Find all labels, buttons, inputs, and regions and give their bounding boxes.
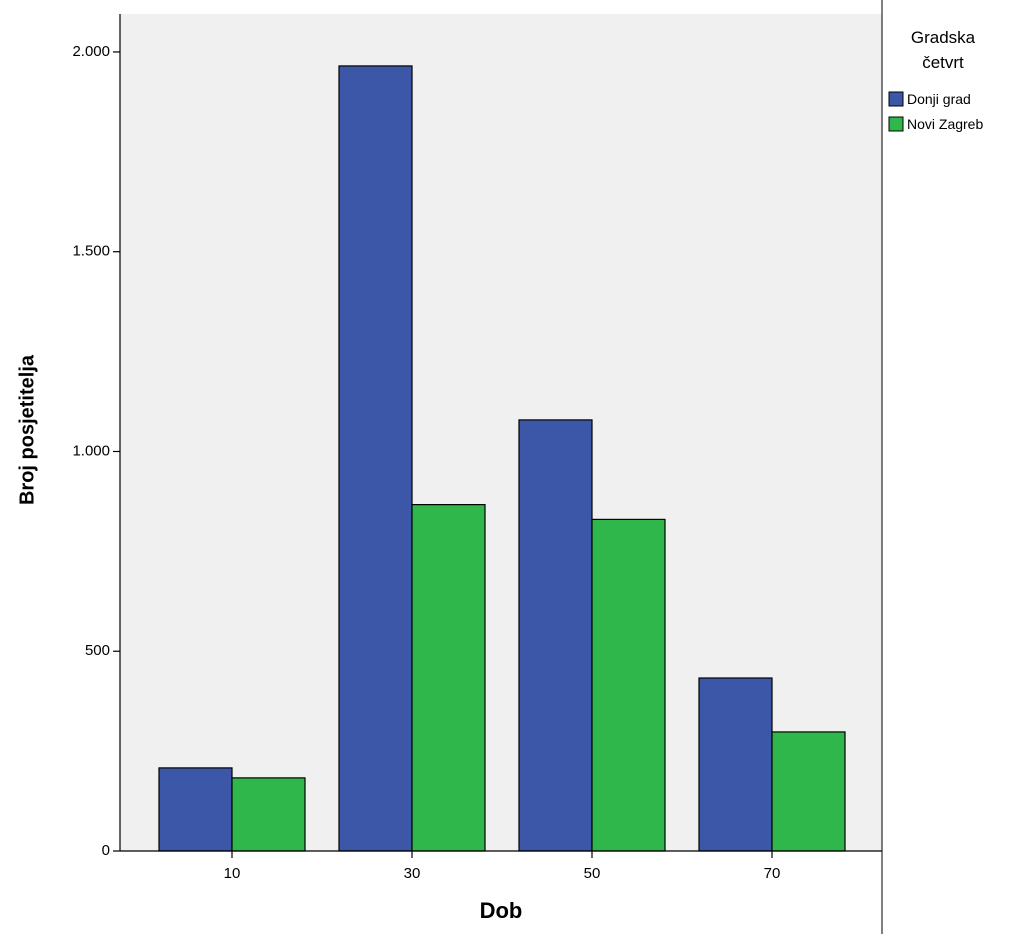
x-tick-label-50: 50 xyxy=(584,865,601,882)
y-tick-label-0: 0 xyxy=(102,842,110,859)
legend-swatch-novi-zagreb xyxy=(888,116,904,132)
bar-donji-grad-50 xyxy=(518,419,593,852)
bars-group xyxy=(158,65,846,852)
legend: Gradska četvrt Donji grad Novi Zagreb xyxy=(888,28,983,132)
bar-donji-grad-30 xyxy=(338,65,413,852)
legend-title-line-2: četvrt xyxy=(922,53,964,72)
legend-swatch-donji-grad xyxy=(888,91,904,107)
bar-donji-grad-10 xyxy=(158,767,233,852)
bar-novi-zagreb-50 xyxy=(591,518,666,852)
legend-title-line-1: Gradska xyxy=(911,28,976,47)
bar-novi-zagreb-70 xyxy=(771,731,846,852)
x-tick-label-10: 10 xyxy=(224,865,241,882)
x-tick-label-30: 30 xyxy=(404,865,421,882)
y-tick-label-500: 500 xyxy=(85,642,110,659)
x-axis-title: Dob xyxy=(480,898,523,923)
x-tick-label-70: 70 xyxy=(764,865,781,882)
y-tick-label-2000: 2.000 xyxy=(72,43,110,60)
y-axis-title: Broj posjetitelja xyxy=(16,354,38,505)
bar-novi-zagreb-10 xyxy=(231,777,306,852)
bar-donji-grad-70 xyxy=(698,677,773,852)
legend-label-novi-zagreb: Novi Zagreb xyxy=(907,116,983,132)
y-ticks-group: 0 500 1.000 1.500 2.000 xyxy=(72,43,120,859)
bar-novi-zagreb-30 xyxy=(411,504,486,852)
y-tick-label-1000: 1.000 xyxy=(72,442,110,459)
x-ticks-group: 10 30 50 70 xyxy=(224,851,781,882)
legend-label-donji-grad: Donji grad xyxy=(907,91,971,107)
y-tick-label-1500: 1.500 xyxy=(72,243,110,260)
